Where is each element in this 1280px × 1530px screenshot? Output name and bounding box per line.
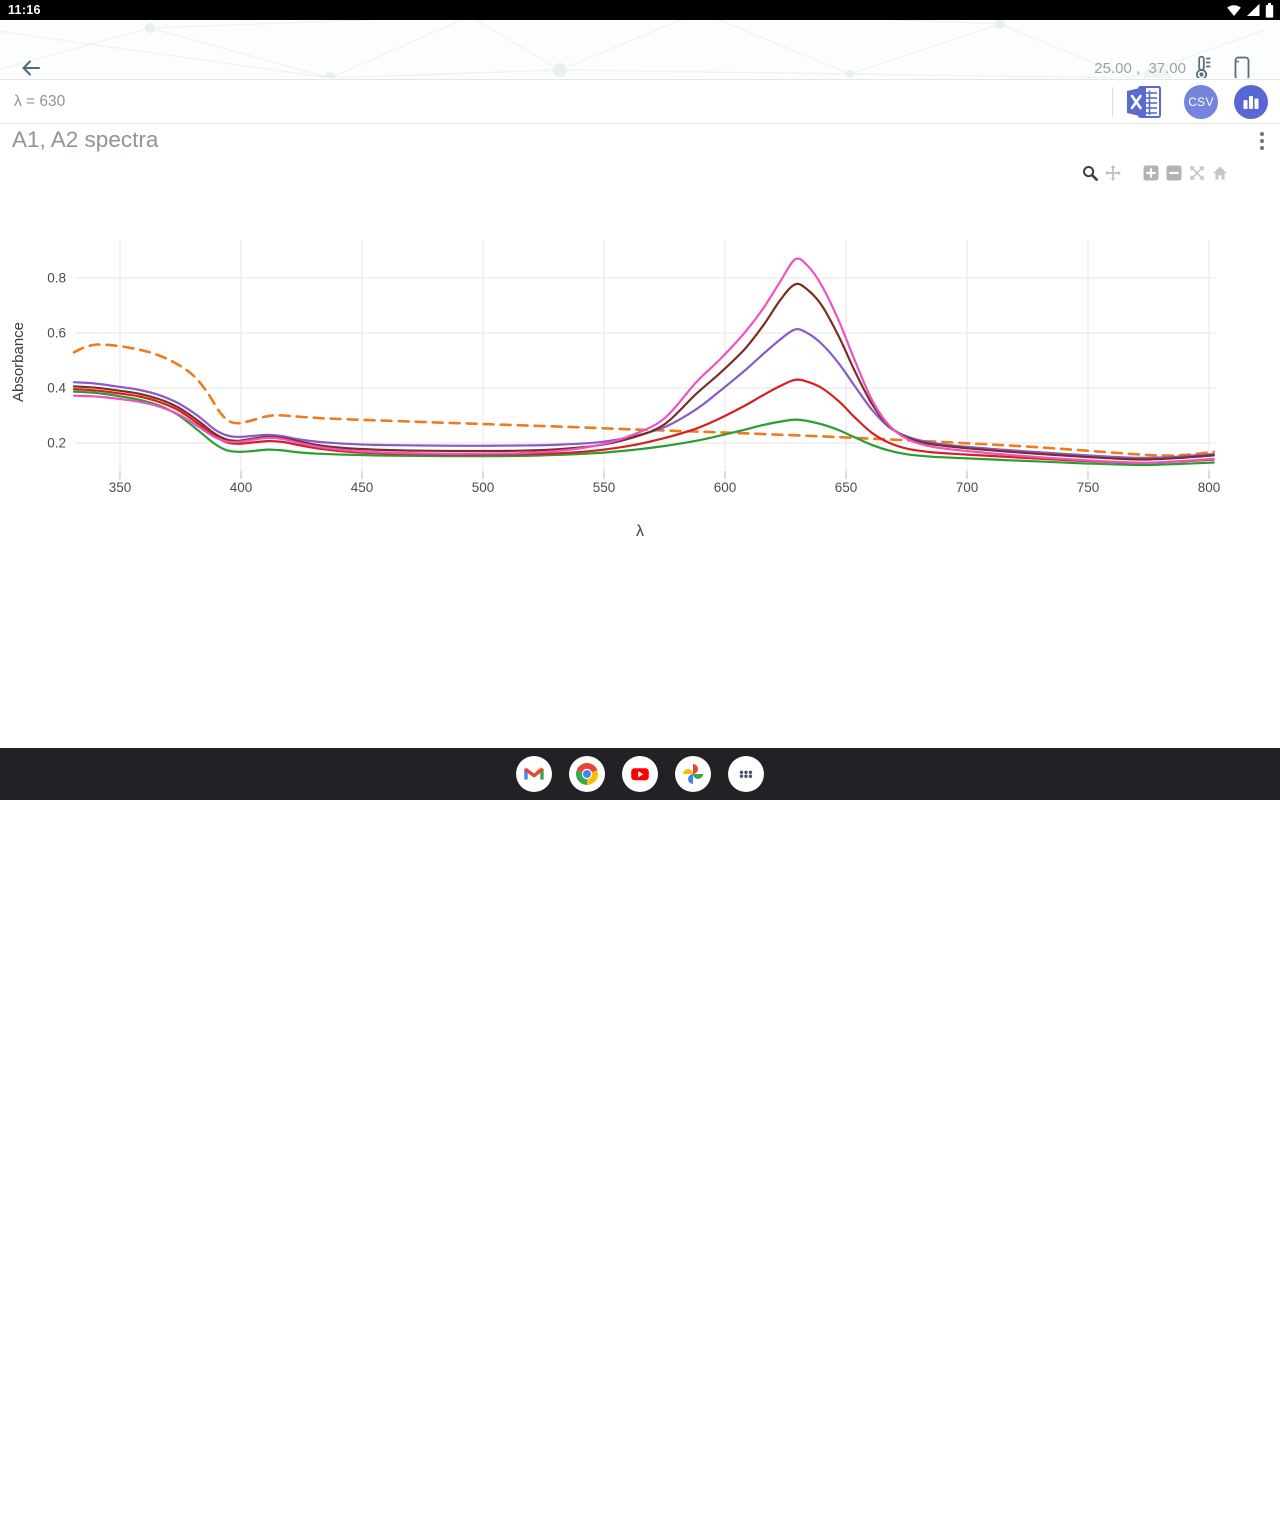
csv-label: CSV — [1188, 94, 1214, 109]
zoom-tool-icon[interactable] — [1082, 165, 1098, 181]
divider — [1112, 86, 1113, 117]
nav-home-button[interactable] — [1063, 1514, 1079, 1530]
nav-back-button[interactable] — [1003, 1514, 1019, 1530]
overflow-menu-button[interactable] — [1253, 131, 1271, 151]
thermometer-icon — [1196, 55, 1211, 78]
x-tick-label: 550 — [593, 480, 616, 495]
x-tick-label: 400 — [230, 480, 253, 495]
back-arrow-icon[interactable] — [19, 56, 43, 78]
x-tick-label: 650 — [835, 480, 858, 495]
chrome-icon[interactable] — [569, 756, 605, 792]
cuvette-icon[interactable] — [1234, 56, 1250, 79]
wifi-icon — [1227, 5, 1241, 16]
sensor-readings-cluster[interactable]: 25.00 , 37.00 — [1094, 50, 1250, 78]
cellular-signal-icon — [1247, 3, 1260, 16]
x-tick-label: 750 — [1077, 480, 1100, 495]
export-cluster: CSV — [1112, 80, 1280, 123]
app-dock — [516, 748, 764, 800]
x-tick-label: 500 — [472, 480, 495, 495]
status-bar: 11:16 — [0, 0, 1280, 20]
x-tick-label: 350 — [109, 480, 132, 495]
battery-icon — [1265, 2, 1274, 18]
x-tick-label: 600 — [714, 480, 737, 495]
x-tick-label: 450 — [351, 480, 374, 495]
y-tick-label: 0.4 — [47, 381, 66, 396]
reset-home-icon[interactable] — [1212, 165, 1228, 181]
x-tick-label: 700 — [956, 480, 979, 495]
molecule-background-pattern — [0, 20, 1266, 78]
autoscale-icon[interactable] — [1189, 165, 1205, 181]
x-tick-label: 800 — [1198, 480, 1221, 495]
y-tick-label: 0.8 — [47, 271, 66, 286]
zoom-in-icon[interactable] — [1143, 165, 1159, 181]
series-red — [72, 378, 1215, 464]
gmail-icon[interactable] — [516, 756, 552, 792]
nav-recents-button[interactable] — [1123, 1514, 1139, 1530]
temperature-readings: 25.00 , 37.00 — [1094, 59, 1186, 77]
bar-chart-icon — [1243, 95, 1259, 109]
chart-modebar — [1082, 165, 1228, 181]
series-purple — [72, 328, 1215, 460]
excel-export-button[interactable] — [1125, 84, 1163, 120]
youtube-icon[interactable] — [622, 756, 658, 792]
y-tick-label: 0.6 — [47, 326, 66, 341]
csv-export-button[interactable]: CSV — [1184, 84, 1218, 119]
y-tick-label: 0.2 — [47, 436, 66, 451]
series-green — [72, 390, 1215, 467]
wavelength-field[interactable]: λ = 630 — [14, 92, 66, 110]
chart-title: A1, A2 spectra — [12, 127, 159, 152]
kebab-menu-icon — [1260, 132, 1264, 150]
app-drawer-icon[interactable] — [728, 756, 764, 792]
spectra-chart[interactable]: 0.2 0.4 0.6 0.8 350 400 450 500 550 600 650 700 750 8… — [0, 155, 1280, 585]
clock: 11:16 — [8, 3, 41, 17]
android-taskbar — [0, 748, 1280, 1529]
wavelength-toolbar: λ = 630 CSV — [0, 79, 1280, 124]
x-axis-title: λ — [636, 523, 644, 540]
pan-tool-icon[interactable] — [1105, 165, 1121, 181]
series-orange-dashed — [72, 343, 1216, 457]
app-bar: 25.00 , 37.00 — [0, 20, 1280, 78]
series-pink — [72, 257, 1215, 464]
google-photos-icon[interactable] — [675, 756, 711, 792]
y-axis-title: Absorbance — [10, 322, 27, 402]
status-icons — [1226, 2, 1274, 18]
zoom-out-icon[interactable] — [1166, 165, 1182, 181]
series-maroon — [72, 282, 1215, 461]
graph-view-button[interactable] — [1234, 84, 1268, 119]
